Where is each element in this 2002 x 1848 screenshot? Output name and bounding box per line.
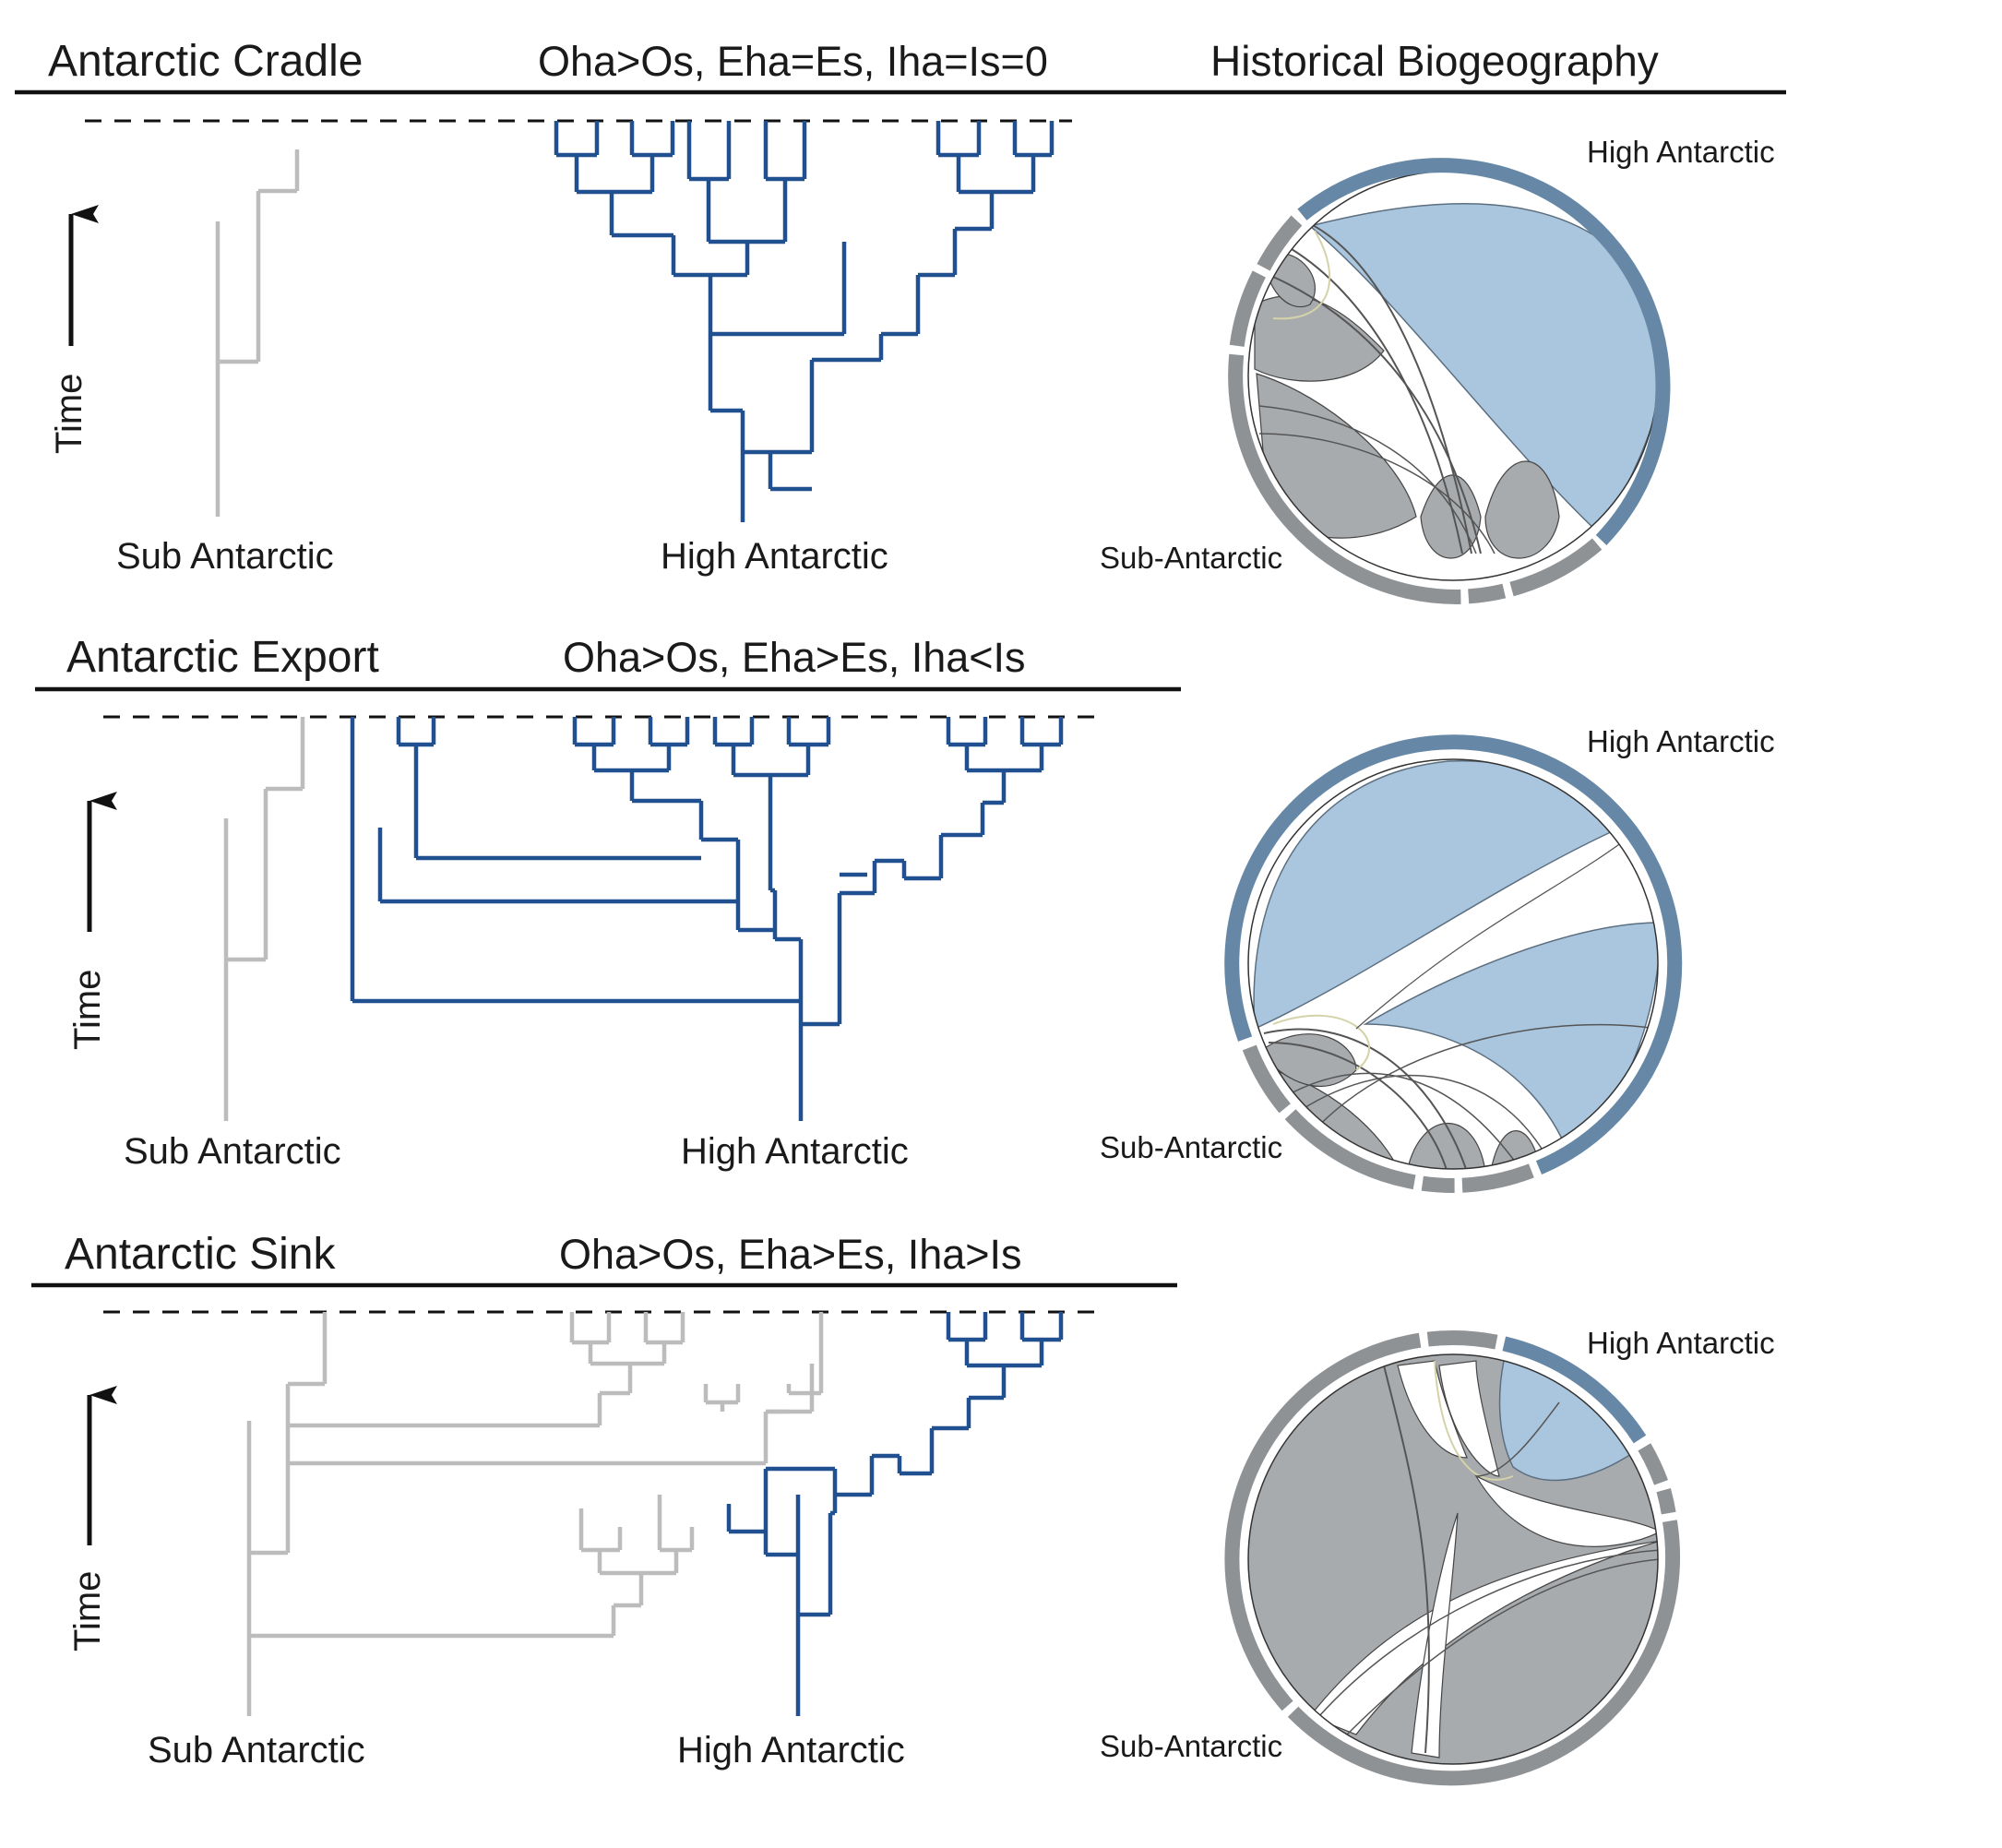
sub-antarctic-tree: [223, 717, 305, 1121]
chord-diagram-cradle: High Antarctic Sub-Antarctic: [1100, 135, 1775, 604]
panel-title: Antarctic Export: [66, 633, 379, 682]
high-antarctic-tree: [554, 121, 1055, 522]
sub-antarctic-label: Sub Antarctic: [148, 1730, 365, 1771]
panel-equation: Oha>Os, Eha=Es, Iha=Is=0: [538, 38, 1048, 85]
high-antarctic-tree: [350, 717, 1064, 1121]
chord-diagram-export: High Antarctic Sub-Antarctic: [1100, 724, 1775, 1194]
chord-diagram-sink: High Antarctic Sub-Antarctic: [1100, 1326, 1775, 1786]
time-axis: Time: [67, 1386, 117, 1651]
time-label: Time: [67, 970, 108, 1050]
panel-title: Antarctic Sink: [65, 1230, 336, 1279]
panel-equation: Oha>Os, Eha>Es, Iha>Is: [559, 1231, 1022, 1278]
panel-antarctic-cradle: Antarctic Cradle Oha>Os, Eha=Es, Iha=Is=…: [15, 37, 1786, 604]
time-axis: Time: [49, 205, 99, 454]
panel-title: Antarctic Cradle: [48, 37, 363, 86]
chord-high-label: High Antarctic: [1587, 1326, 1775, 1360]
chord-sub-label: Sub-Antarctic: [1100, 1130, 1282, 1164]
high-antarctic-label: High Antarctic: [677, 1730, 905, 1771]
column-header: Historical Biogeography: [1210, 37, 1659, 85]
panel-antarctic-export: Antarctic Export Oha>Os, Eha>Es, Iha<Is …: [35, 633, 1775, 1194]
high-antarctic-label: High Antarctic: [681, 1131, 909, 1172]
time-axis: Time: [67, 792, 117, 1050]
sub-antarctic-label: Sub Antarctic: [124, 1131, 341, 1172]
sub-antarctic-label: Sub Antarctic: [116, 536, 334, 577]
chord-high-label: High Antarctic: [1587, 135, 1775, 169]
sub-antarctic-tree: [215, 149, 300, 517]
chord-high-label: High Antarctic: [1587, 724, 1775, 758]
time-label: Time: [67, 1571, 108, 1651]
panel-antarctic-sink: Antarctic Sink Oha>Os, Eha>Es, Iha>Is Ti…: [31, 1230, 1775, 1786]
chord-sub-label: Sub-Antarctic: [1100, 1729, 1282, 1763]
high-antarctic-tree: [726, 1312, 1064, 1716]
sub-antarctic-tree: [246, 1312, 824, 1716]
panel-equation: Oha>Os, Eha>Es, Iha<Is: [563, 634, 1026, 681]
chord-sub-label: Sub-Antarctic: [1100, 541, 1282, 575]
high-antarctic-label: High Antarctic: [661, 536, 888, 577]
time-label: Time: [49, 374, 89, 454]
